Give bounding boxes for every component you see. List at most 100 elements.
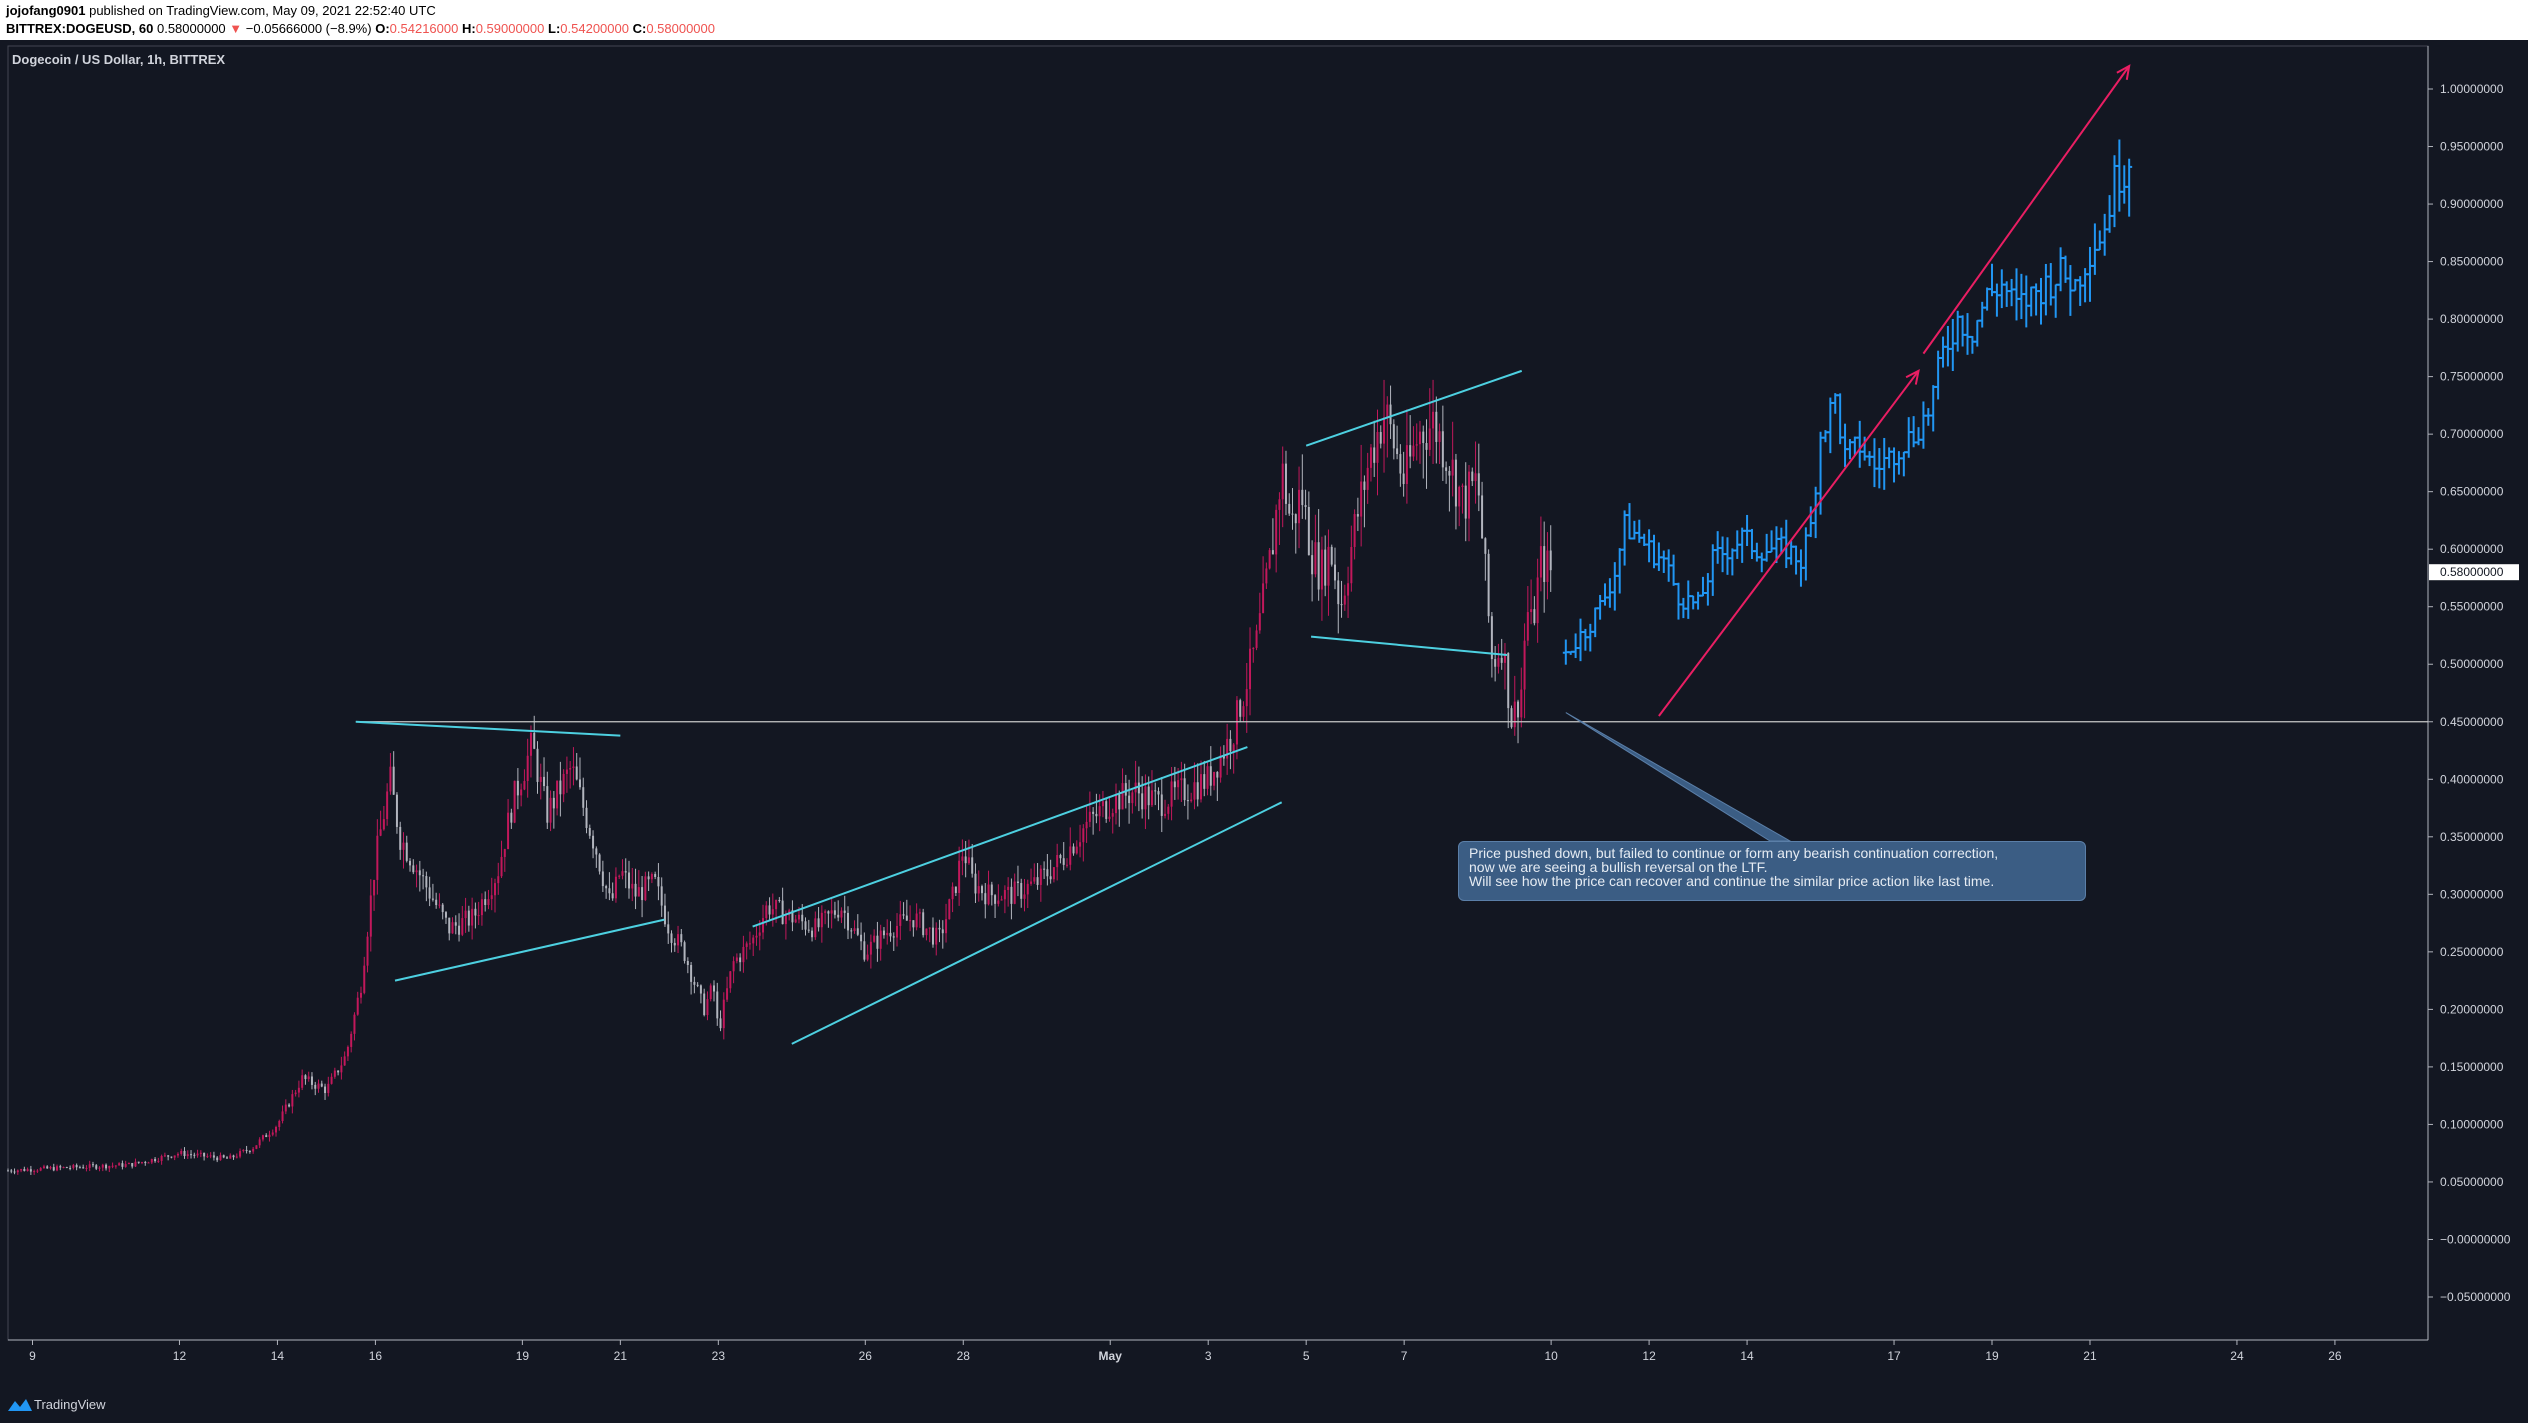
- candle-body: [1196, 782, 1199, 800]
- open-value: 0.54216000: [389, 21, 459, 36]
- annotation-note[interactable]: Price pushed down, but failed to continu…: [1458, 841, 2086, 901]
- candle-body: [52, 1167, 55, 1171]
- close-value: 0.58000000: [646, 21, 715, 36]
- candle-body: [36, 1170, 39, 1172]
- candle-body: [1154, 790, 1157, 792]
- candle-body: [157, 1160, 160, 1162]
- candle-body: [288, 1104, 291, 1107]
- candle-body: [516, 780, 519, 796]
- candle-body: [1471, 471, 1474, 482]
- candle-body: [706, 999, 709, 1016]
- candle-body: [56, 1166, 59, 1171]
- candle-body: [804, 921, 807, 930]
- x-tick-label: 16: [369, 1349, 383, 1363]
- candle-body: [886, 932, 889, 936]
- candle-body: [1441, 431, 1444, 468]
- candle-body: [212, 1155, 215, 1158]
- candle-body: [101, 1164, 104, 1168]
- candle-body: [59, 1166, 62, 1168]
- candle-body: [735, 957, 738, 962]
- candle-body: [909, 920, 912, 922]
- candle-body: [549, 797, 552, 823]
- candle-body: [82, 1167, 85, 1169]
- candle-body: [644, 876, 647, 901]
- candle-body: [464, 910, 467, 919]
- candle-body: [167, 1155, 170, 1157]
- high-label: H:: [461, 21, 476, 36]
- candle-body: [428, 887, 431, 899]
- candle-body: [654, 874, 657, 877]
- candle-body: [552, 797, 555, 809]
- candle-body: [1307, 507, 1310, 556]
- candle-body: [575, 766, 578, 780]
- candle-body: [356, 997, 359, 1015]
- candle-body: [366, 936, 369, 966]
- candle-body: [46, 1166, 49, 1169]
- y-tick-label: 0.80000000: [2440, 312, 2504, 326]
- candle-body: [846, 912, 849, 931]
- note-line: now we are seeing a bullish reversal on …: [1469, 859, 1768, 875]
- x-tick-label: 24: [2230, 1349, 2244, 1363]
- candle-body: [105, 1164, 108, 1169]
- publisher-name[interactable]: jojofang0901: [6, 3, 86, 18]
- tradingview-brand[interactable]: TradingView: [34, 1397, 106, 1412]
- candle-body: [294, 1092, 297, 1095]
- candle-body: [39, 1168, 42, 1171]
- tradingview-logo-icon[interactable]: [6, 1397, 34, 1413]
- candle-body: [33, 1171, 36, 1173]
- candle-body: [1131, 792, 1134, 804]
- candle-body: [716, 991, 719, 1019]
- candle-body: [1500, 657, 1503, 663]
- candle-body: [1020, 883, 1023, 899]
- candle-body: [621, 871, 624, 876]
- candle-body: [729, 971, 732, 989]
- candle-body: [1098, 806, 1101, 817]
- candle-body: [726, 988, 729, 1000]
- candle-body: [108, 1165, 111, 1169]
- candle-body: [373, 879, 376, 896]
- candle-body: [284, 1104, 287, 1112]
- candle-body: [912, 920, 915, 928]
- candle-body: [1340, 604, 1343, 606]
- candle-body: [131, 1163, 134, 1167]
- trend-line: [394, 918, 665, 982]
- candle-body: [448, 917, 451, 934]
- candle-body: [163, 1155, 166, 1157]
- candle-body: [219, 1155, 222, 1161]
- candle-body: [324, 1086, 327, 1094]
- candle-body: [320, 1083, 323, 1087]
- candle-body: [941, 929, 944, 934]
- candle-body: [350, 1033, 353, 1047]
- candle-body: [297, 1087, 300, 1093]
- price-change: −0.05666000 (−8.9%): [245, 21, 372, 36]
- candle-body: [1523, 640, 1526, 690]
- arrow-head-icon: [2116, 64, 2131, 80]
- candle-body: [1157, 791, 1160, 795]
- candle-body: [1448, 470, 1451, 476]
- candle-body: [1458, 486, 1461, 507]
- candle-body: [507, 812, 510, 850]
- candle-body: [765, 905, 768, 919]
- candle-body: [405, 842, 408, 861]
- y-tick-label: 0.60000000: [2440, 542, 2504, 556]
- candle-body: [605, 886, 608, 889]
- candle-body: [1278, 499, 1281, 510]
- low-value: 0.54200000: [560, 21, 629, 36]
- candle-body: [712, 985, 715, 992]
- candle-body: [1376, 432, 1379, 463]
- x-tick-label: 23: [712, 1349, 726, 1363]
- candle-body: [618, 875, 621, 877]
- candle-body: [127, 1163, 130, 1165]
- y-tick-label: 0.85000000: [2440, 255, 2504, 269]
- candle-body: [879, 930, 882, 949]
- candle-body: [833, 910, 836, 915]
- candle-body: [1108, 816, 1111, 819]
- candle-body: [892, 936, 895, 938]
- candle-body: [1546, 550, 1549, 582]
- candle-body: [1311, 555, 1314, 575]
- candle-body: [307, 1076, 310, 1080]
- candle-body: [1216, 771, 1219, 778]
- candle-body: [62, 1167, 65, 1169]
- price-chart[interactable]: 1.00000000 0.95000000 0.90000000 0.85000000…: [0, 40, 2528, 1385]
- candle-body: [160, 1156, 163, 1161]
